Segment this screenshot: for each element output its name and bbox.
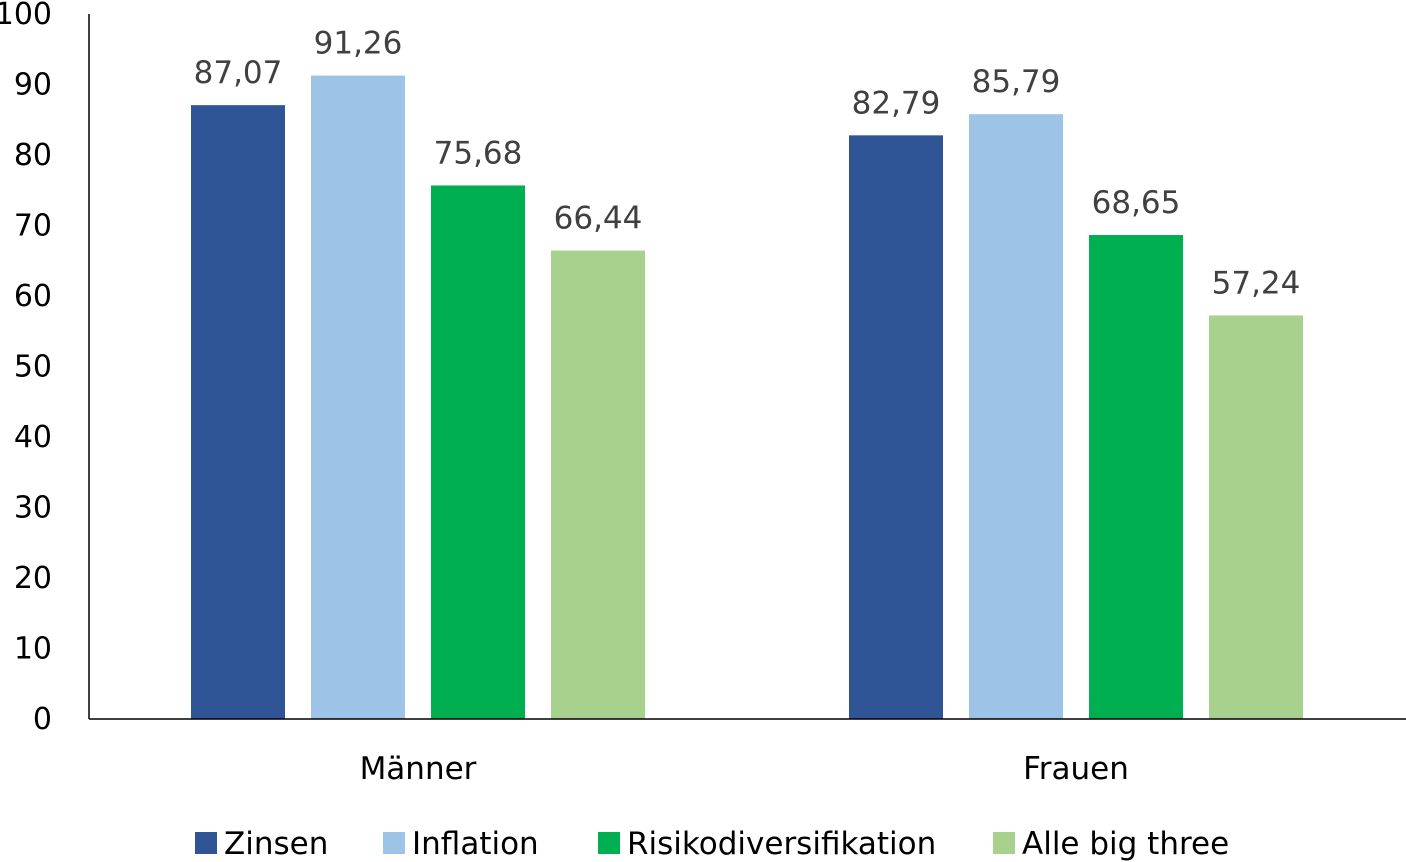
- bar-series: [191, 75, 1303, 720]
- bar-value-label: 91,26: [314, 26, 403, 62]
- bar-value-label: 82,79: [852, 85, 941, 121]
- y-tick-label: 90: [14, 68, 52, 103]
- bar-value-label: 85,79: [972, 64, 1061, 100]
- bar: [1089, 235, 1183, 719]
- bar-value-label: 87,07: [194, 55, 283, 91]
- bar: [969, 114, 1063, 720]
- legend-label: Inflation: [412, 826, 539, 862]
- bar: [551, 250, 645, 719]
- y-tick-label: 40: [14, 420, 52, 455]
- bar-value-label: 66,44: [554, 201, 643, 237]
- bar: [191, 105, 285, 720]
- y-tick-label: 100: [0, 0, 52, 32]
- y-tick-label: 30: [14, 491, 52, 526]
- legend-swatch: [598, 832, 620, 854]
- y-tick-label: 20: [14, 561, 52, 596]
- axes: [88, 14, 1406, 720]
- x-axis-category-labels: Männer Frauen: [360, 751, 1129, 787]
- legend-label: Alle big three: [1022, 826, 1229, 862]
- data-labels: 87,07 91,26 75,68 66,44 82,79 85,79 68,65 57,24: [194, 26, 1301, 302]
- legend-label: Risikodiversifikation: [627, 826, 936, 862]
- bar: [431, 185, 525, 719]
- bar: [311, 75, 405, 719]
- bar-value-label: 68,65: [1092, 185, 1181, 221]
- bar-value-label: 57,24: [1212, 265, 1301, 301]
- y-axis-ticks: 0 10 20 30 40 50 60 70 80 90 100: [0, 0, 52, 737]
- y-tick-label: 10: [14, 632, 52, 667]
- bar: [849, 135, 943, 719]
- x-category-label: Männer: [360, 751, 477, 787]
- bar: [1209, 315, 1303, 719]
- y-tick-label: 50: [14, 350, 52, 385]
- legend: Zinsen Inflation Risikodiversifikation Alle…: [195, 826, 1229, 862]
- legend-swatch: [195, 832, 217, 854]
- y-tick-label: 0: [33, 702, 52, 737]
- y-tick-label: 60: [14, 279, 52, 314]
- y-tick-label: 80: [14, 138, 52, 173]
- y-tick-label: 70: [14, 209, 52, 244]
- bar-value-label: 75,68: [434, 135, 523, 171]
- legend-swatch: [383, 832, 405, 854]
- legend-swatch: [993, 832, 1015, 854]
- x-category-label: Frauen: [1023, 751, 1129, 787]
- legend-label: Zinsen: [224, 826, 328, 862]
